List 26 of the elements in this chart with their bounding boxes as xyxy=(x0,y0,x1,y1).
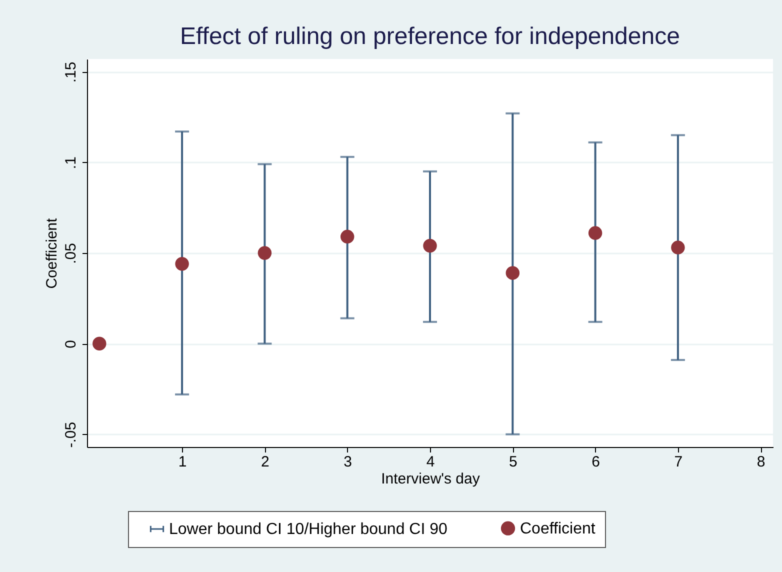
x-tick-label: 2 xyxy=(261,454,270,470)
chart-title: Effect of ruling on preference for independence xyxy=(180,23,680,50)
x-tick-label: 7 xyxy=(674,454,683,470)
point xyxy=(258,246,272,260)
legend-label: Lower bound CI 10/Higher bound CI 90 xyxy=(169,521,448,538)
x-tick-label: 1 xyxy=(178,454,187,470)
y-tick-label: .15 xyxy=(62,62,80,83)
y-tick-label: 0 xyxy=(62,340,80,348)
x-tick-label: 5 xyxy=(508,454,518,470)
point xyxy=(423,238,437,253)
point xyxy=(175,257,189,271)
y-tick-label: .1 xyxy=(62,156,80,170)
point xyxy=(340,230,354,244)
y-tick-label: -.05 xyxy=(62,422,80,448)
y-tick-label: .05 xyxy=(62,243,80,264)
y-axis-title: Coefficient xyxy=(44,217,60,289)
x-tick-label: 6 xyxy=(592,454,600,470)
point xyxy=(92,336,106,351)
legend-label: Coefficient xyxy=(520,520,596,538)
x-axis-title: Interview's day xyxy=(381,470,480,488)
x-tick-label: 3 xyxy=(344,454,352,470)
x-tick-label: 8 xyxy=(756,454,766,470)
point xyxy=(588,226,602,240)
point xyxy=(506,266,520,280)
x-tick-label: 4 xyxy=(426,454,435,470)
point xyxy=(671,240,685,254)
